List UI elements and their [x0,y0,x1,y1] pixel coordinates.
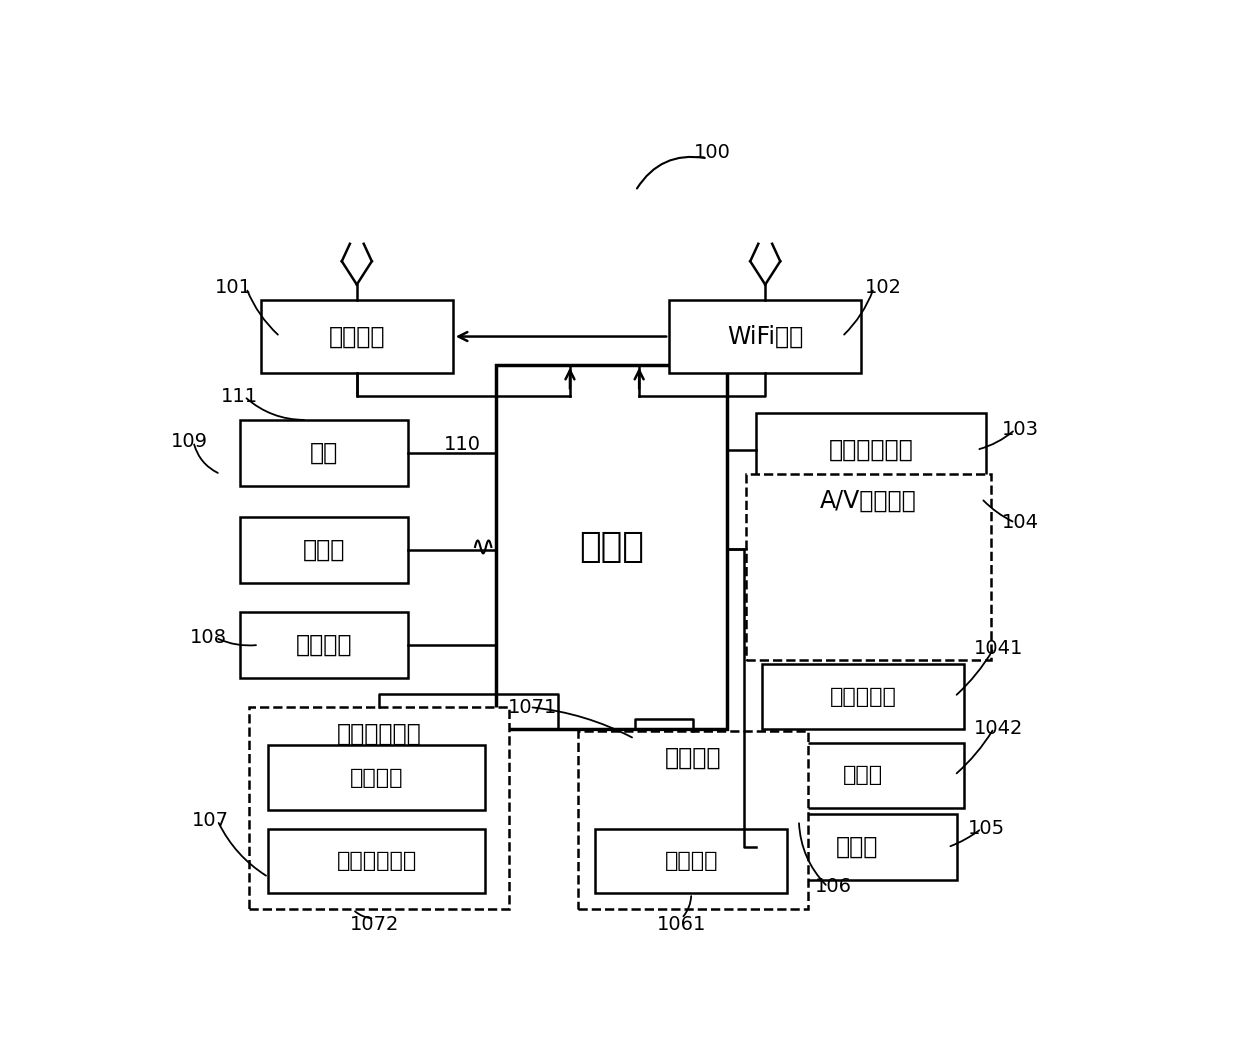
Bar [260,301,453,373]
Bar [268,828,485,893]
Text: 其他输入设备: 其他输入设备 [336,851,417,871]
Text: 图形处理器: 图形处理器 [830,686,897,706]
Text: 1072: 1072 [350,914,399,933]
Text: 处理器: 处理器 [579,530,644,564]
Bar [595,828,787,893]
Text: 109: 109 [171,432,208,451]
Text: 107: 107 [192,811,229,830]
Text: 接口单元: 接口单元 [295,633,352,657]
Text: 102: 102 [866,279,901,297]
Text: 106: 106 [815,878,852,897]
Text: 1041: 1041 [975,639,1023,658]
Bar [239,612,408,678]
Bar [755,813,957,881]
Bar [763,743,965,807]
Text: A/V输入单元: A/V输入单元 [820,489,916,513]
Bar [755,413,986,487]
Text: 1042: 1042 [975,719,1023,738]
Text: 存储器: 存储器 [303,538,345,562]
Bar [670,301,862,373]
Text: 103: 103 [1002,420,1038,439]
Text: 101: 101 [216,279,252,297]
Bar [746,474,991,660]
Bar [249,707,508,909]
Text: 110: 110 [444,435,481,454]
Bar [578,731,808,909]
Bar [763,664,965,729]
Text: 104: 104 [1002,513,1038,532]
Text: 108: 108 [190,628,227,647]
Text: 射频单元: 射频单元 [329,325,386,349]
Text: 111: 111 [221,387,258,406]
Text: 音频输出单元: 音频输出单元 [828,438,914,461]
Text: 用户输入单元: 用户输入单元 [336,722,422,746]
Text: WiFi模块: WiFi模块 [727,325,804,349]
Text: 1061: 1061 [657,914,707,933]
Bar [239,420,408,487]
Bar [239,517,408,583]
Text: 105: 105 [967,819,1004,838]
Text: 麦克风: 麦克风 [843,765,883,785]
Text: 100: 100 [694,143,730,162]
Text: 电源: 电源 [310,441,337,465]
Text: 显示面板: 显示面板 [665,851,718,871]
Text: 传感器: 传感器 [836,836,878,859]
Bar [496,365,727,729]
Text: 1071: 1071 [508,698,557,717]
Bar [268,745,485,810]
Text: 触控面板: 触控面板 [350,767,403,787]
Text: 显示单元: 显示单元 [665,746,722,770]
